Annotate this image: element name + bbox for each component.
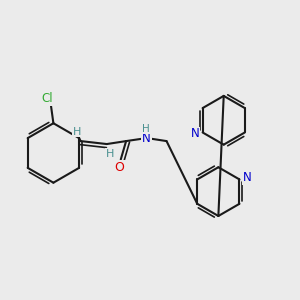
Text: H: H	[142, 124, 150, 134]
Text: H: H	[73, 127, 81, 136]
Text: N: N	[243, 171, 252, 184]
Text: Cl: Cl	[42, 92, 53, 105]
Text: O: O	[115, 161, 124, 174]
Text: N: N	[190, 128, 199, 140]
Text: H: H	[106, 148, 114, 159]
Text: N: N	[142, 132, 151, 145]
